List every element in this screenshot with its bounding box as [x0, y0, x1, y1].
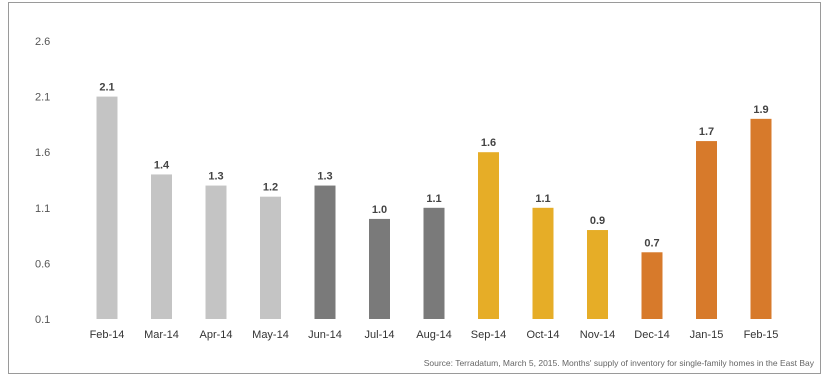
bar — [205, 185, 227, 319]
bar — [696, 141, 717, 319]
x-axis-ticks: Feb-14 Mar-14 Apr-14 May-14 Jun-14 Jul-14 Aug-… — [90, 329, 779, 341]
bar — [96, 96, 118, 319]
bar-value-labels: 2.1 1.4 1.3 1.2 1.3 1.0 1.1 1.6 1.1 0.9 0.7 1.7 1.9 — [99, 82, 768, 250]
y-tick-label: 1.1 — [35, 203, 50, 215]
x-tick-label: Apr-14 — [199, 329, 232, 341]
bar — [151, 174, 172, 319]
bar-value-label: 0.9 — [590, 215, 605, 227]
x-tick-label: Jan-15 — [690, 329, 724, 341]
x-tick-label: Sep-14 — [471, 329, 506, 341]
bar-value-label: 1.9 — [753, 104, 768, 116]
chart-frame: 2.6 2.1 1.6 1.1 0.6 0.1 2.1 1.4 1.3 1.2 1.3 1.0 1.1… — [8, 2, 821, 374]
y-tick-label: 1.6 — [35, 147, 50, 159]
y-tick-label: 2.1 — [35, 92, 50, 104]
bar-value-label: 1.3 — [208, 171, 223, 183]
bar-value-label: 1.4 — [154, 159, 170, 171]
x-tick-label: Jul-14 — [365, 329, 395, 341]
bar — [532, 207, 554, 319]
bar — [423, 207, 445, 319]
bar-value-label: 1.1 — [535, 193, 550, 205]
bar — [641, 252, 663, 319]
x-tick-label: Mar-14 — [144, 329, 179, 341]
bar-value-label: 0.7 — [644, 237, 659, 249]
bar — [369, 218, 390, 319]
x-tick-label: Dec-14 — [634, 329, 669, 341]
bar-value-label: 1.0 — [372, 204, 387, 216]
bar-value-label: 2.1 — [99, 82, 114, 94]
bars — [96, 96, 772, 319]
x-tick-label: Jun-14 — [308, 329, 342, 341]
y-tick-label: 0.1 — [35, 314, 50, 326]
x-tick-label: Oct-14 — [526, 329, 559, 341]
x-tick-label: Feb-14 — [90, 329, 125, 341]
bar-value-label: 1.7 — [699, 126, 714, 138]
bar — [587, 230, 608, 319]
bar — [750, 118, 772, 319]
bar-value-label: 1.1 — [426, 193, 441, 205]
bar — [260, 196, 281, 319]
x-tick-label: Feb-15 — [744, 329, 779, 341]
bar-chart: 2.6 2.1 1.6 1.1 0.6 0.1 2.1 1.4 1.3 1.2 1.3 1.0 1.1… — [35, 36, 815, 368]
x-tick-label: Nov-14 — [580, 329, 615, 341]
y-tick-label: 0.6 — [35, 258, 50, 270]
bar-value-label: 1.6 — [481, 137, 496, 149]
y-axis-ticks: 2.6 2.1 1.6 1.1 0.6 0.1 — [35, 36, 50, 326]
x-tick-label: May-14 — [252, 329, 289, 341]
y-tick-label: 2.6 — [35, 36, 50, 48]
bar-value-label: 1.2 — [263, 182, 278, 194]
bar-value-label: 1.3 — [317, 171, 332, 183]
source-note: Source: Terradatum, March 5, 2015. Month… — [424, 358, 815, 368]
bar — [314, 185, 336, 319]
x-tick-label: Aug-14 — [416, 329, 451, 341]
bar — [478, 152, 499, 319]
